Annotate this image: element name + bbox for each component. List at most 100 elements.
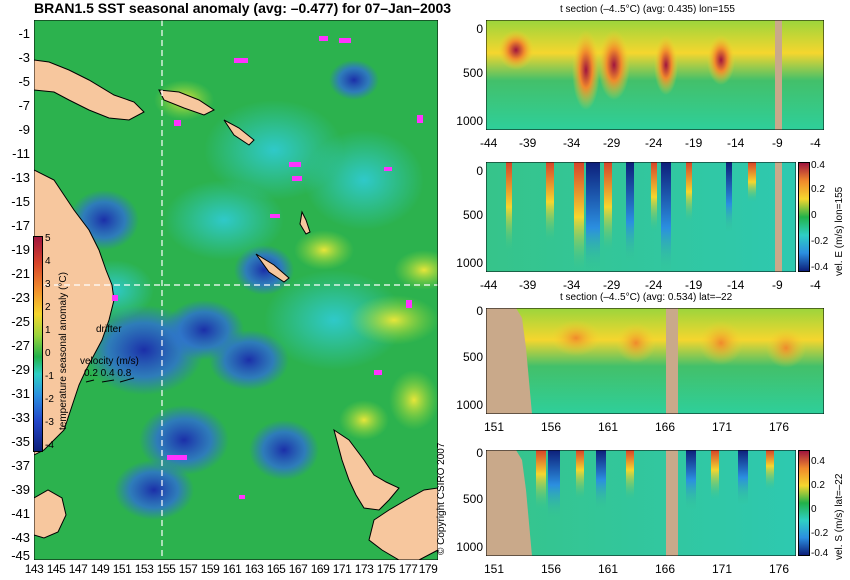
p2-xtick: -29 — [603, 278, 621, 292]
lat-label: -39 — [11, 482, 30, 497]
lat-label: -35 — [11, 434, 30, 449]
lat-label: -11 — [12, 146, 30, 161]
lon-label: 155 — [156, 562, 176, 576]
panel1-plot — [486, 20, 824, 130]
lon-label: 179 — [418, 562, 438, 576]
colorbar-tick: -3 — [45, 417, 54, 428]
lat-label: -9 — [18, 122, 30, 137]
map-title: BRAN1.5 SST seasonal anomaly (avg: –0.47… — [34, 0, 452, 16]
lon-label: 151 — [112, 562, 132, 576]
p4-xtick: 151 — [484, 562, 505, 576]
lon-label: 143 — [24, 562, 44, 576]
lat-label: -25 — [11, 314, 30, 329]
lat-label: -33 — [11, 410, 30, 425]
map-colorbar — [33, 236, 43, 452]
lat-label: -15 — [11, 194, 30, 209]
p2-side-label: vel. E (m/s) lon=155 — [834, 186, 845, 276]
new-zealand-south-island — [368, 487, 438, 560]
panel3-title: t section (–4..5°C) (avg: 0.534) lat=–22 — [560, 292, 733, 303]
colorbar-tick: 5 — [45, 233, 51, 244]
p1-xtick: -44 — [480, 136, 498, 150]
p1-xtick: -19 — [685, 136, 703, 150]
p4-side-label: vel. S (m/s) lat=–22 — [834, 473, 845, 560]
lon-label: 163 — [244, 562, 264, 576]
p1-ytick: 1000 — [456, 114, 483, 128]
lon-label: 175 — [376, 562, 396, 576]
lat-label: -43 — [11, 530, 30, 545]
lon-label: 165 — [266, 562, 286, 576]
p2-xtick: -24 — [645, 278, 663, 292]
panel2-plot — [486, 162, 796, 272]
lat-label: -21 — [11, 266, 30, 281]
panel4-colorbar — [798, 450, 810, 556]
p4-xtick: 166 — [655, 562, 676, 576]
solomon-islands — [223, 119, 255, 146]
tasmania-landmass — [34, 489, 67, 539]
p1-xtick: -39 — [519, 136, 537, 150]
p3-ytick: 500 — [462, 350, 483, 364]
p3-ytick: 1000 — [456, 398, 483, 412]
p3-ytick: 0 — [476, 304, 483, 318]
velocity-label: velocity (m/s) — [80, 356, 139, 367]
p2-xtick: -9 — [772, 278, 783, 292]
p4-cbar-tick: 0 — [811, 504, 817, 515]
p1-xtick: -34 — [563, 136, 581, 150]
p2-xtick: -44 — [480, 278, 498, 292]
drifter-label: drifter — [96, 324, 122, 335]
lat-label: -3 — [18, 50, 30, 65]
colorbar-tick: 3 — [45, 279, 51, 290]
colorbar-tick: 1 — [45, 325, 51, 336]
p2-cbar-tick: 0.4 — [811, 160, 825, 171]
colorbar-tick: 2 — [45, 302, 51, 313]
lat-label: -31 — [11, 386, 30, 401]
lon-label: 167 — [288, 562, 308, 576]
colorbar-label: temperature seasonal anomaly (°C) — [58, 272, 69, 430]
p4-cbar-tick: -0.2 — [811, 528, 829, 539]
p3-xtick: 171 — [712, 420, 733, 434]
lat-label: -19 — [11, 242, 30, 257]
p3-xtick: 151 — [484, 420, 505, 434]
colorbar-tick: -2 — [45, 394, 54, 405]
p1-ytick: 0 — [476, 22, 483, 36]
lon-label: 169 — [310, 562, 330, 576]
panel1-title: t section (–4..5°C) (avg: 0.435) lon=155 — [560, 4, 735, 15]
lon-label: 147 — [68, 562, 88, 576]
vanuatu-islands — [299, 210, 311, 235]
colorbar-tick: 0 — [45, 348, 51, 359]
p2-xtick: -39 — [519, 278, 537, 292]
lon-label: 177 — [398, 562, 418, 576]
new-zealand-north-island — [333, 428, 400, 511]
new-britain-island — [158, 89, 215, 116]
lat-label: -7 — [18, 98, 30, 113]
lon-label: 171 — [332, 562, 352, 576]
p2-xtick: -14 — [727, 278, 745, 292]
lon-label: 145 — [46, 562, 66, 576]
panel4-plot — [486, 450, 796, 556]
panel2-colorbar — [798, 162, 810, 272]
velocity-values: 0.2 0.4 0.8 — [84, 368, 132, 379]
p3-xtick: 156 — [541, 420, 562, 434]
p4-xtick: 176 — [769, 562, 790, 576]
p4-cbar-tick: 0.4 — [811, 456, 825, 467]
lat-label: -23 — [11, 290, 30, 305]
p3-xtick: 176 — [769, 420, 790, 434]
lat-label: -1 — [18, 26, 30, 41]
p2-cbar-tick: -0.4 — [811, 262, 829, 273]
anomaly-warm-patches — [154, 80, 438, 440]
colorbar-tick: -4 — [45, 440, 54, 451]
p4-ytick: 500 — [462, 492, 483, 506]
p4-ytick: 1000 — [456, 540, 483, 554]
p1-xtick: -9 — [772, 136, 783, 150]
p3-xtick: 166 — [655, 420, 676, 434]
p2-ytick: 0 — [476, 164, 483, 178]
anomaly-light-patches — [74, 100, 424, 370]
p1-xtick: -24 — [645, 136, 663, 150]
p4-xtick: 171 — [712, 562, 733, 576]
lon-label: 157 — [178, 562, 198, 576]
p2-xtick: -34 — [563, 278, 581, 292]
p4-cbar-tick: -0.4 — [811, 548, 829, 559]
lon-label: 161 — [222, 562, 242, 576]
lon-label: 173 — [354, 562, 374, 576]
p2-cbar-tick: 0 — [811, 210, 817, 221]
p2-xtick: -4 — [810, 278, 821, 292]
